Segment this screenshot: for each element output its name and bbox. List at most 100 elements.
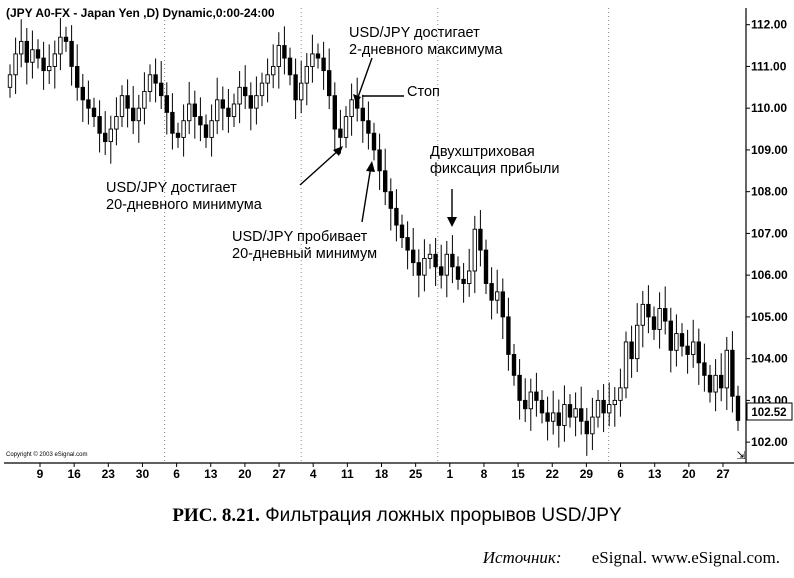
candle (103, 111, 108, 155)
x-tick-label: 4 (310, 467, 317, 478)
candle (702, 343, 707, 392)
candle-body-up (562, 404, 567, 426)
candle (209, 104, 214, 157)
candle-body-up (607, 404, 612, 414)
candle-body-down (203, 124, 209, 138)
candle-body-down (75, 65, 80, 88)
last-price-box (746, 402, 793, 421)
candle-body-down (321, 57, 326, 72)
candle-body-down (719, 374, 724, 389)
candle-body-down (35, 49, 41, 59)
candle (523, 378, 528, 423)
candle-body-down (534, 391, 539, 401)
candle-body-up (136, 107, 141, 122)
candle (181, 104, 186, 157)
figure-caption: РИС. 8.21. Фильтрация ложных прорывов US… (0, 505, 794, 527)
candle-body-up (58, 36, 63, 55)
candle (41, 41, 46, 90)
candle (707, 364, 713, 403)
candle (450, 235, 455, 284)
candle-body-down (668, 320, 673, 351)
candle (478, 210, 483, 267)
candle (696, 328, 701, 385)
candle (187, 81, 192, 135)
candle-body-down (159, 82, 164, 97)
candle (299, 61, 304, 114)
candle (276, 32, 281, 89)
candle-body-down (730, 349, 735, 397)
candle (366, 101, 371, 150)
candle-body-down (439, 266, 444, 276)
candle (13, 37, 18, 94)
y-tick-label: 107.00 (751, 226, 788, 240)
candle-body-down (679, 333, 685, 347)
candle-body-up (52, 53, 57, 67)
candle-body-up (47, 65, 52, 72)
candle-body-down (24, 40, 29, 63)
candle-body-down (69, 40, 74, 67)
candle-body-down (707, 374, 713, 393)
candle-body-down (293, 74, 298, 101)
candle-body-down (220, 99, 225, 109)
candle-body-up (299, 82, 304, 101)
candle-body-down (153, 74, 158, 84)
candle (259, 72, 265, 107)
chart-title: (JPY A0-FX - Japan Yen ,D) Dynamic,0:00-… (6, 6, 275, 20)
candle-body-up (467, 270, 472, 284)
candle-body-up (635, 324, 640, 360)
candle-body-up (19, 40, 24, 55)
candle (226, 88, 231, 133)
candle-body-down (371, 132, 377, 151)
annotation-stop: Стоп (407, 84, 440, 100)
candle (215, 77, 220, 135)
candle (237, 71, 242, 124)
candle (668, 307, 673, 373)
candle-body-down (416, 262, 421, 276)
candle-body-down (735, 395, 741, 421)
candle (567, 394, 573, 428)
candle-body-up (181, 120, 186, 138)
arrow-profit-head (447, 217, 457, 227)
x-tick-label: 9 (37, 467, 44, 478)
candle (343, 106, 349, 148)
candle-body-up (187, 103, 192, 122)
candle-body-up (573, 408, 578, 418)
x-tick-label: 23 (102, 467, 116, 478)
candle (203, 114, 209, 148)
candle-body-down (198, 116, 203, 126)
candle (254, 76, 259, 125)
x-tick-labels: 9 16 23 30 6 13 20 27 4 11 18 25 1 8 15 22 29 6 13 20 27 (37, 463, 730, 481)
y-tick-label: 111.00 (751, 59, 787, 73)
candle (338, 109, 343, 154)
candle-body-up (114, 116, 119, 130)
chart-container: 112.00 111.00 110.00 109.00 108.00 107.00 106.… (4, 6, 794, 481)
candle-body-down (282, 45, 287, 59)
candle (388, 178, 393, 231)
candle-body-up (674, 333, 679, 351)
x-tick-label: 25 (409, 467, 423, 478)
candle (651, 306, 657, 340)
candle (646, 285, 651, 334)
candles-layer (7, 18, 741, 456)
candle-body-up (304, 65, 309, 84)
y-tick-label: 106.00 (751, 268, 788, 282)
candle-body-down (500, 291, 505, 318)
candle (500, 278, 505, 340)
candle-body-up (612, 399, 617, 406)
candle-body-down (366, 120, 371, 134)
x-tick-label: 6 (173, 467, 180, 478)
candle (674, 314, 679, 367)
price-chart: 112.00 111.00 110.00 109.00 108.00 107.00 106.… (4, 6, 794, 481)
candle (315, 43, 321, 69)
candle-body-up (13, 53, 18, 76)
x-tick-label: 27 (272, 467, 286, 478)
candle (433, 238, 438, 287)
candle-body-up (724, 349, 729, 389)
x-tick-label: 29 (580, 467, 594, 478)
candle-body-down (287, 57, 293, 76)
candle-body-down (175, 132, 181, 138)
candle (24, 28, 29, 85)
candle (657, 292, 662, 349)
candle (539, 389, 545, 424)
candle (517, 359, 522, 420)
